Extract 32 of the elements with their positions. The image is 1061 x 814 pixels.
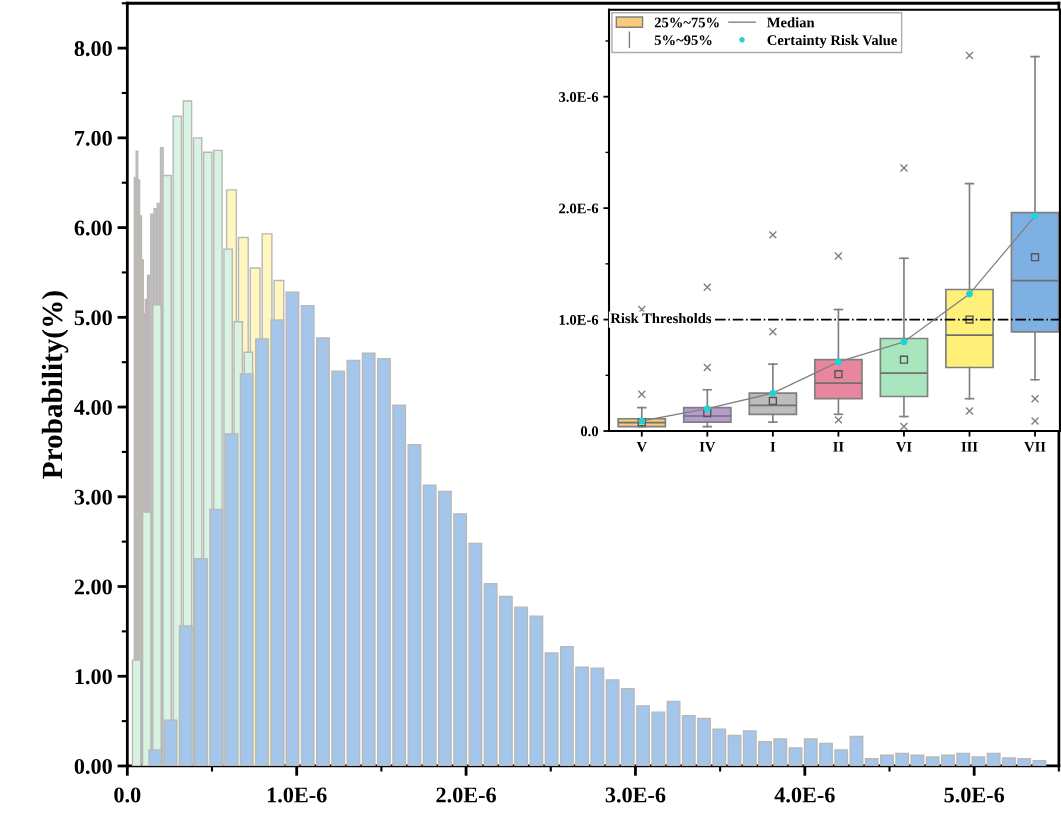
x-tick-label: 4.0E-6 [774,787,835,803]
x-tick-label: 1.0E-6 [267,787,327,803]
annotation: Median [767,17,815,28]
y-tick-label: 2.00 [74,579,112,595]
y-tick-label: 8.00 [74,41,112,57]
x-tick-label: 0.0 [114,787,141,803]
annotation: 5%~95% [654,35,712,46]
x-tick-label: III [961,442,978,452]
x-tick-label: IV [699,442,716,452]
y-tick-label: 1.00 [75,669,112,685]
x-tick-label: I [770,442,776,452]
y-tick-label: 3.0E-6 [559,92,599,102]
x-tick-label: V [636,442,647,452]
ref-line-label: Risk Thresholds [610,312,712,324]
y-tick-label: 0.0 [580,426,599,437]
y-tick-label: 7.00 [75,130,112,146]
x-tick-label: VII [1024,442,1046,452]
y-tick-label: 6.00 [74,220,112,236]
y-tick-label: 0.00 [74,758,112,774]
x-tick-label: 3.0E-6 [605,787,666,803]
legend-label: Certainty Risk Value [767,34,897,49]
y-tick-label: 4.00 [74,399,112,416]
y-tick-label: 5.00 [74,310,112,326]
x-tick-label: 5.0E-6 [944,787,1005,803]
legend-label: 25%~75% [654,17,719,28]
x-tick-label: 2.0E-6 [436,787,496,803]
x-tick-label: II [833,442,844,452]
x-tick-label: VI [896,442,912,452]
y-axis-title: Probability(%) [41,291,69,479]
y-tick-label: 1.0E-6 [559,314,599,325]
y-tick-label: 2.0E-6 [559,203,599,214]
y-tick-label: 3.00 [74,489,112,505]
